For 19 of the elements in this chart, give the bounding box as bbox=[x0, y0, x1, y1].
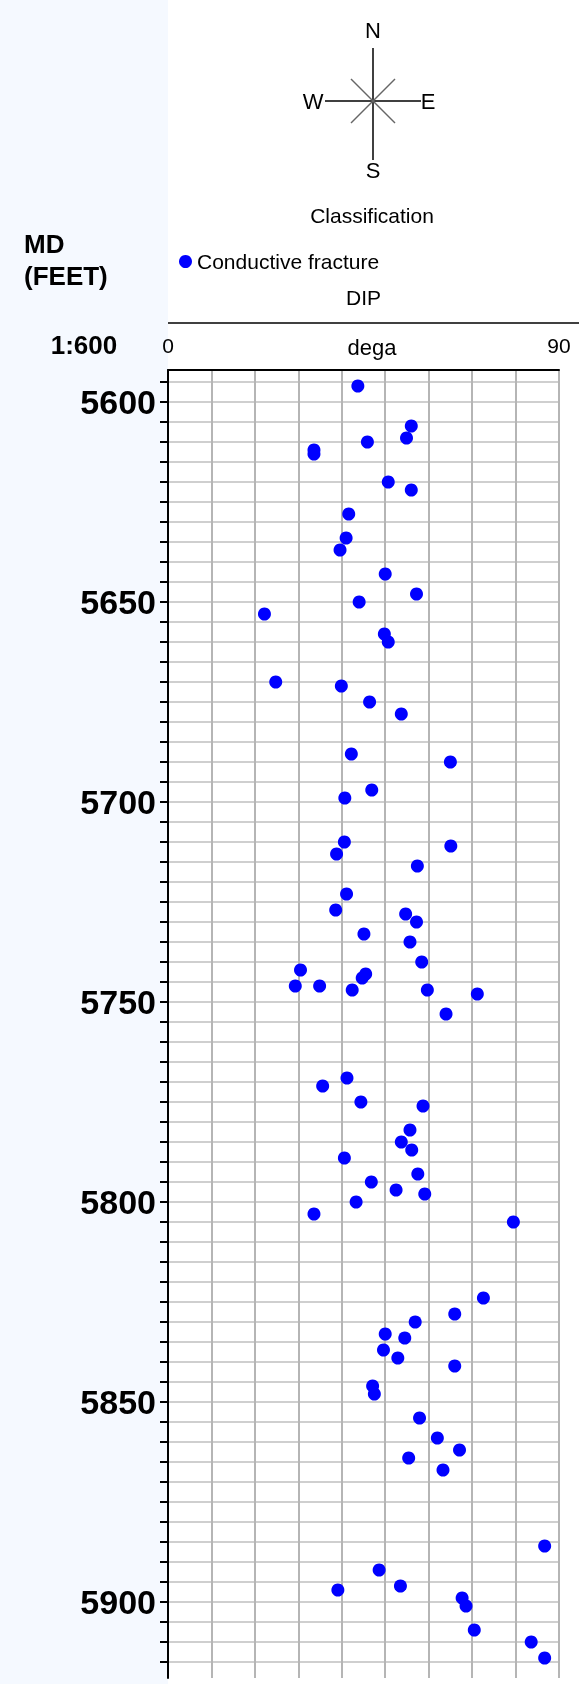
y-tick-label: 5850 bbox=[80, 1383, 156, 1421]
text: S bbox=[365, 157, 381, 183]
y-tick-label: 5650 bbox=[80, 583, 156, 621]
x-axis-title: DIP bbox=[345, 286, 382, 309]
text: 1:600 bbox=[50, 330, 118, 360]
y-tick-label: 5900 bbox=[80, 1583, 156, 1621]
legend-title: Classification bbox=[310, 203, 434, 227]
y-tick-label: 5750 bbox=[80, 983, 156, 1021]
text: E bbox=[420, 88, 436, 114]
legend-label: Conductive fracture bbox=[197, 250, 380, 273]
y-axis-title: MD (FEET) bbox=[24, 229, 108, 291]
text: N bbox=[365, 17, 381, 43]
y-tick-label: 5800 bbox=[80, 1183, 156, 1221]
x-tick-label: 90 bbox=[547, 334, 571, 357]
y-tick-label: 5700 bbox=[80, 783, 156, 821]
text: W bbox=[302, 88, 324, 114]
y-tick-label: 5600 bbox=[80, 383, 156, 421]
text: dega bbox=[347, 334, 398, 360]
x-tick-label: 0 bbox=[162, 334, 174, 357]
